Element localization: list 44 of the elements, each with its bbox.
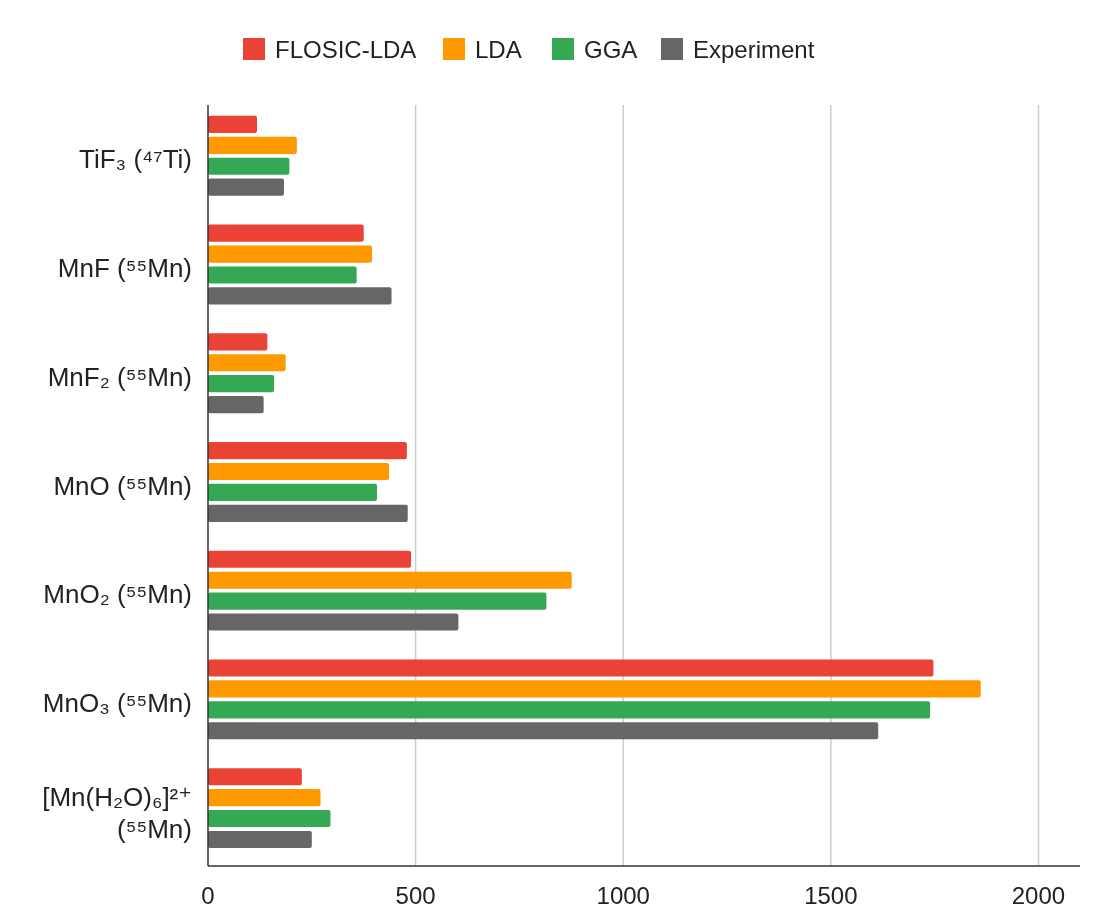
x-tick-label: 1000 (596, 882, 650, 909)
bar (208, 571, 572, 589)
bar (208, 830, 312, 849)
bar (208, 768, 302, 786)
bar (208, 354, 286, 372)
x-tick-label: 2000 (1011, 882, 1066, 909)
x-tick-label: 1500 (804, 882, 858, 909)
bar (208, 375, 275, 393)
y-tick-label: MnO₂ (⁵⁵Mn) (43, 579, 192, 610)
bar (208, 442, 407, 460)
bar (208, 136, 297, 154)
y-tick-label: TiF₃ (⁴⁷Ti) (79, 144, 192, 175)
bar (208, 224, 364, 242)
bar (208, 462, 390, 481)
bar (208, 680, 981, 698)
bar (208, 157, 290, 175)
bar (208, 333, 268, 351)
bar (208, 659, 934, 677)
y-tick-label: MnO (⁵⁵Mn) (53, 470, 192, 501)
bar (208, 483, 377, 501)
bar (208, 789, 321, 807)
x-tick-label: 0 (201, 882, 215, 909)
bar (208, 809, 331, 828)
bar (208, 613, 459, 631)
legend-label: Experiment (693, 36, 815, 63)
x-tick-label: 500 (395, 882, 436, 909)
bar (208, 245, 373, 263)
y-tick-label: MnF₂ (⁵⁵Mn) (47, 361, 192, 392)
bar (208, 722, 879, 740)
bar (208, 504, 408, 522)
bar (208, 550, 412, 568)
y-tick-label: [Mn(H₂O)₆]²⁺ (⁵⁵Mn) (42, 781, 192, 844)
bar (208, 396, 264, 414)
bar (208, 266, 357, 284)
legend-label: FLOSIC-LDA (275, 36, 417, 63)
y-tick-label: MnF (⁵⁵Mn) (57, 253, 192, 284)
bar (208, 287, 392, 305)
legend-label: GGA (584, 36, 638, 63)
bar (208, 115, 257, 134)
bar (208, 592, 547, 610)
y-tick-label: MnO₃ (⁵⁵Mn) (42, 687, 192, 718)
bar (208, 701, 931, 719)
bar (208, 178, 284, 196)
legend-label: LDA (475, 36, 522, 63)
